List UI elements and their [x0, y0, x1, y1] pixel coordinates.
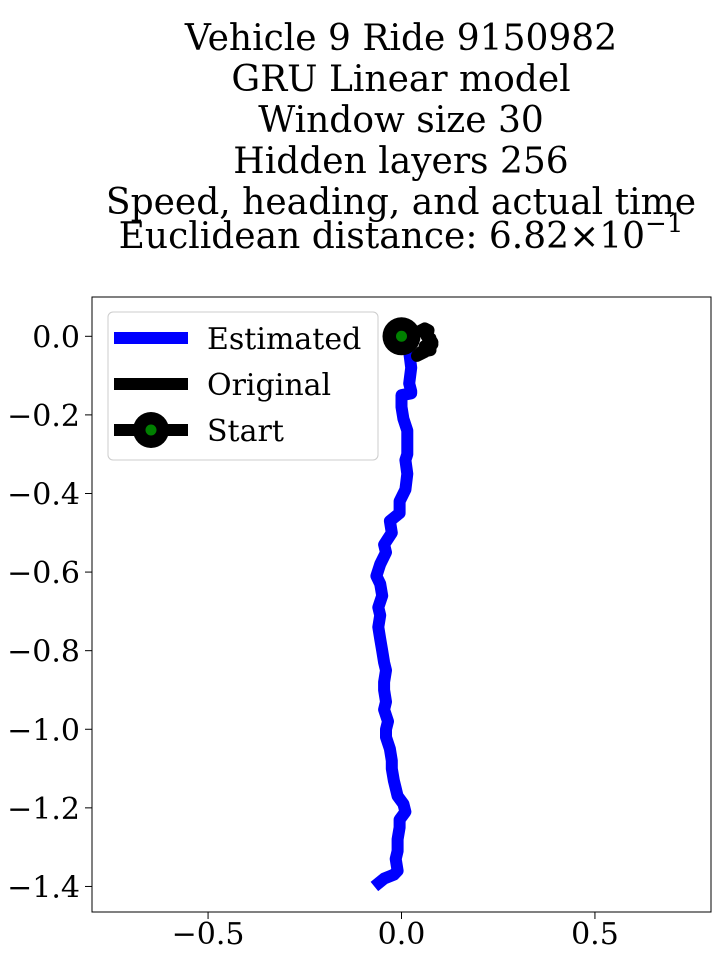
y-tick-label: −0.2	[7, 399, 80, 434]
y-tick-label: −1.0	[7, 713, 80, 748]
title-line: Hidden layers 256	[233, 141, 568, 182]
series-line-estimated	[370, 333, 418, 892]
y-axis: 0.0 −0.2 −0.4 −0.6 −0.8 −1.0 −1.2 −1.4	[7, 320, 92, 905]
legend-label: Estimated	[207, 322, 361, 357]
title-line: GRU Linear model	[231, 59, 570, 100]
x-tick-label: −0.5	[172, 917, 245, 952]
title-line-distance: Euclidean distance: 6.82×10−1	[119, 209, 684, 257]
x-tick-label: 0.5	[571, 917, 619, 952]
legend-box	[107, 311, 379, 461]
title-line: Window size 30	[258, 100, 544, 141]
legend-label: Start	[207, 414, 284, 449]
plot-area	[370, 317, 439, 892]
legend-start-marker-center	[145, 424, 157, 436]
x-axis: −0.5 0.0 0.5	[172, 912, 619, 952]
x-tick-label: 0.0	[378, 917, 426, 952]
title-line: Speed, heading, and actual time	[106, 182, 696, 223]
y-tick-label: −1.2	[7, 792, 80, 827]
y-tick-label: 0.0	[32, 320, 80, 355]
legend-label: Original	[207, 368, 331, 403]
legend: Estimated Original Start	[107, 311, 379, 461]
y-tick-label: −0.8	[7, 635, 80, 670]
y-tick-label: −0.6	[7, 556, 80, 591]
y-tick-label: −1.4	[7, 870, 80, 905]
series-line-original	[399, 322, 439, 362]
title-line: Vehicle 9 Ride 9150982	[184, 18, 617, 59]
start-marker-center	[396, 330, 407, 342]
y-tick-label: −0.4	[7, 477, 80, 512]
